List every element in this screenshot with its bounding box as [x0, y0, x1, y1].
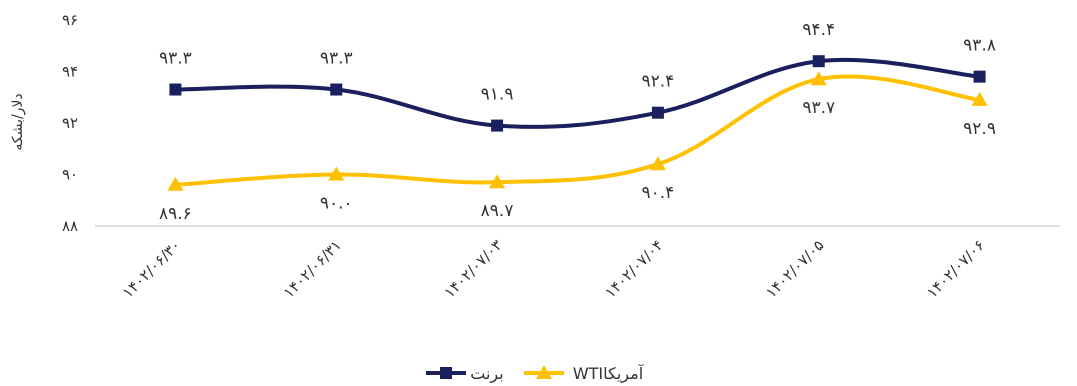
data-point-s0-4	[812, 55, 825, 68]
y-tick-label: ۸۸	[62, 217, 78, 235]
series-lines	[173, 57, 982, 187]
data-point-s0-3	[651, 106, 664, 119]
axes: ۸۸ ۹۰ ۹۲ ۹۴ ۹۶ ۱۴۰۲/۰۶/۳۰ ۱۴۰۲/۰۶/۳۱ ۱۴۰۲/۰۷/۰۳…	[62, 11, 1060, 302]
y-tick-label: ۹۲	[62, 114, 78, 132]
data-point-s1-0	[167, 176, 184, 191]
y-axis-title: دلار/بشکه	[10, 93, 26, 150]
data-point-s1-2	[489, 174, 506, 189]
legend-marker-brent	[440, 367, 452, 379]
data-point-s1-1	[328, 166, 345, 181]
data-label-s1-3: ۹۰.۴	[642, 183, 675, 203]
data-point-s0-5	[973, 70, 986, 83]
data-point-s0-1	[330, 83, 343, 96]
x-tick-label: ۱۴۰۲/۰۶/۳۰	[119, 236, 184, 301]
series-markers	[167, 55, 988, 191]
data-label-s1-4: ۹۳.۷	[802, 98, 835, 118]
data-label-s1-1: ۹۰.۰	[320, 194, 353, 214]
data-label-s0-2: ۹۱.۹	[481, 85, 514, 105]
x-tick-label: ۱۴۰۲/۰۷/۰۶	[923, 236, 988, 301]
y-tick-label: ۹۴	[62, 63, 78, 81]
data-label-s1-5: ۹۲.۹	[963, 119, 996, 139]
data-label-s0-5: ۹۳.۸	[963, 36, 996, 56]
legend-label-brent: برنت	[470, 364, 503, 384]
x-tick-label: ۱۴۰۲/۰۷/۰۴	[601, 236, 666, 301]
data-label-s1-2: ۸۹.۷	[481, 201, 514, 221]
legend-label-wti: WTIآمریکا	[573, 364, 645, 384]
y-tick-label: ۹۰	[62, 166, 78, 184]
data-point-s0-2	[491, 119, 504, 132]
legend: برنت WTIآمریکا	[426, 364, 645, 384]
data-label-s0-1: ۹۳.۳	[320, 49, 353, 69]
y-tick-label: ۹۶	[62, 11, 78, 29]
data-label-s0-3: ۹۲.۴	[642, 72, 675, 92]
data-label-s0-4: ۹۴.۴	[802, 20, 835, 40]
series-line-1	[173, 74, 982, 187]
data-point-s1-5	[971, 91, 988, 106]
data-label-s1-0: ۸۹.۶	[159, 204, 192, 224]
data-point-s0-0	[169, 83, 182, 96]
data-point-s1-3	[649, 156, 666, 171]
x-tick-label: ۱۴۰۲/۰۷/۰۵	[762, 236, 827, 301]
legend-marker-wti	[536, 365, 552, 379]
data-label-s0-0: ۹۳.۳	[159, 49, 192, 69]
series-line-0	[173, 57, 982, 129]
x-tick-label: ۱۴۰۲/۰۶/۳۱	[280, 236, 345, 301]
data-labels: ۹۳.۳ ۹۳.۳ ۹۱.۹ ۹۲.۴ ۹۴.۴ ۹۳.۸ ۸۹.۶ ۹۰.۰ ۸۹.۷ ۹۰.۴…	[159, 20, 996, 224]
x-tick-label: ۱۴۰۲/۰۷/۰۳	[440, 236, 505, 301]
data-point-s1-4	[810, 71, 827, 86]
